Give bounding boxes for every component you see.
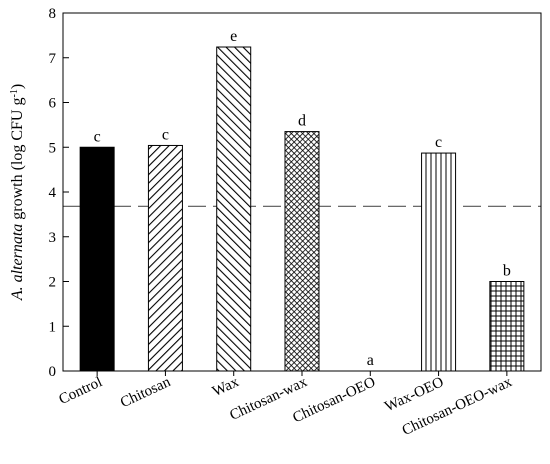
y-axis-label-italic: A. alternata [9, 224, 26, 301]
bars-group [79, 46, 525, 372]
y-tick-label: 1 [49, 319, 57, 335]
significance-letter: d [298, 113, 306, 130]
y-tick-label: 0 [49, 364, 57, 380]
significance-letters: c c e d a c b [94, 28, 511, 369]
y-axis-label-sup: -1 [9, 89, 20, 97]
y-tick-label: 7 [49, 51, 57, 67]
bar-chitosan-oeo-wax [489, 281, 525, 372]
y-tick-label: 3 [49, 230, 57, 246]
significance-letter: e [230, 28, 237, 45]
x-axis-ticks: Control Chitosan WaxChitosan-waxChitosan-O… [57, 371, 515, 439]
x-tick-label: Chitosan [118, 374, 174, 411]
y-axis-label: A. alternata growth (log CFU g-1) [9, 84, 27, 301]
y-tick-label: 8 [49, 6, 57, 22]
significance-letter: c [435, 134, 442, 151]
y-axis-label-main: growth (log CFU g [9, 98, 26, 224]
significance-letter: c [94, 128, 101, 145]
x-tick-label: Control [57, 374, 105, 408]
x-tick-label: Wax [210, 374, 242, 400]
bar-wax-oeo [421, 152, 457, 372]
y-tick-label: 5 [49, 140, 57, 156]
y-tick-label: 6 [49, 96, 57, 112]
y-tick-label: 4 [49, 185, 57, 201]
bar-wax [216, 46, 252, 372]
y-axis-label-end: ) [9, 84, 26, 89]
bar-chitosan-wax [284, 131, 320, 372]
significance-letter: c [162, 126, 169, 143]
plot-frame [62, 12, 542, 372]
bar-control [79, 146, 115, 372]
significance-letter: a [367, 352, 374, 369]
bar-chitosan [147, 144, 183, 372]
y-tick-label: 2 [49, 275, 57, 291]
y-axis-ticks: 0 1 2 3 4 5 6 7 8 [49, 6, 69, 380]
significance-letter: b [503, 263, 511, 280]
